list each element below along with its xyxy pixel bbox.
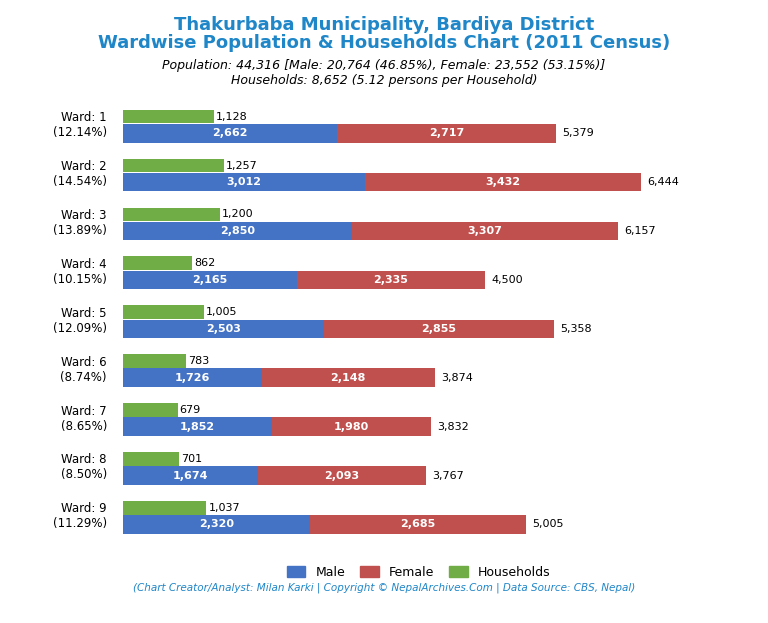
Text: 1,257: 1,257: [226, 161, 258, 171]
Text: 5,358: 5,358: [561, 324, 592, 334]
Text: 1,200: 1,200: [221, 209, 253, 219]
Bar: [123, 501, 207, 515]
Text: 2,717: 2,717: [429, 128, 464, 138]
Text: 2,503: 2,503: [207, 324, 241, 334]
Text: 3,307: 3,307: [468, 226, 502, 236]
Bar: [123, 270, 297, 289]
Text: Wardwise Population & Households Chart (2011 Census): Wardwise Population & Households Chart (…: [98, 34, 670, 52]
Text: 4,500: 4,500: [492, 275, 523, 285]
Bar: [123, 515, 310, 534]
Text: Ward: 5
(12.09%): Ward: 5 (12.09%): [53, 307, 107, 335]
Text: Ward: 8
(8.50%): Ward: 8 (8.50%): [61, 454, 107, 482]
Text: 701: 701: [181, 454, 203, 464]
Bar: [123, 173, 366, 191]
Text: 2,093: 2,093: [324, 470, 359, 480]
Bar: [123, 110, 214, 123]
Bar: [123, 222, 353, 240]
Text: Ward: 1
(12.14%): Ward: 1 (12.14%): [53, 111, 107, 139]
Text: 3,432: 3,432: [485, 177, 521, 187]
Bar: [123, 354, 186, 368]
Text: 2,320: 2,320: [199, 520, 233, 530]
Text: Households: 8,652 (5.12 persons per Household): Households: 8,652 (5.12 persons per Hous…: [230, 74, 538, 87]
Text: Ward: 3
(13.89%): Ward: 3 (13.89%): [53, 209, 107, 237]
Bar: [123, 257, 192, 270]
Bar: [123, 368, 262, 387]
Bar: [123, 320, 324, 338]
Text: Thakurbaba Municipality, Bardiya District: Thakurbaba Municipality, Bardiya Distric…: [174, 16, 594, 34]
Text: Ward: 7
(8.65%): Ward: 7 (8.65%): [61, 404, 107, 432]
Text: 2,685: 2,685: [400, 520, 435, 530]
Bar: [123, 207, 220, 221]
Text: 1,037: 1,037: [208, 503, 240, 513]
Bar: [123, 417, 272, 436]
Bar: [123, 403, 177, 417]
Text: 2,148: 2,148: [330, 373, 366, 383]
Bar: [272, 417, 431, 436]
Bar: [262, 368, 435, 387]
Text: 1,674: 1,674: [173, 470, 208, 480]
Text: 783: 783: [188, 356, 209, 366]
Text: 2,850: 2,850: [220, 226, 255, 236]
Text: 679: 679: [180, 405, 201, 415]
Text: Ward: 4
(10.15%): Ward: 4 (10.15%): [53, 258, 107, 286]
Text: Ward: 6
(8.74%): Ward: 6 (8.74%): [61, 356, 107, 384]
Text: 5,005: 5,005: [532, 520, 564, 530]
Text: 3,012: 3,012: [227, 177, 262, 187]
Bar: [123, 159, 224, 173]
Text: 3,874: 3,874: [441, 373, 473, 383]
Text: 2,855: 2,855: [422, 324, 457, 334]
Text: 862: 862: [194, 259, 216, 269]
Text: 2,165: 2,165: [193, 275, 228, 285]
Bar: [123, 124, 337, 143]
Bar: [366, 173, 641, 191]
Text: (Chart Creator/Analyst: Milan Karki | Copyright © NepalArchives.Com | Data Sourc: (Chart Creator/Analyst: Milan Karki | Co…: [133, 583, 635, 593]
Text: 1,128: 1,128: [216, 112, 247, 121]
Text: Ward: 9
(11.29%): Ward: 9 (11.29%): [53, 502, 107, 530]
Text: 3,767: 3,767: [432, 470, 464, 480]
Text: 3,832: 3,832: [438, 422, 469, 432]
Bar: [337, 124, 555, 143]
Text: 1,726: 1,726: [175, 373, 210, 383]
Text: 2,335: 2,335: [373, 275, 409, 285]
Bar: [353, 222, 618, 240]
Text: 6,444: 6,444: [647, 177, 680, 187]
Bar: [324, 320, 554, 338]
Bar: [310, 515, 525, 534]
Text: 5,379: 5,379: [562, 128, 594, 138]
Text: 1,980: 1,980: [334, 422, 369, 432]
Text: Ward: 2
(14.54%): Ward: 2 (14.54%): [53, 160, 107, 188]
Legend: Male, Female, Households: Male, Female, Households: [282, 561, 555, 584]
Bar: [123, 305, 204, 319]
Text: 1,005: 1,005: [206, 307, 237, 317]
Text: 1,852: 1,852: [180, 422, 215, 432]
Bar: [123, 452, 180, 466]
Bar: [123, 466, 257, 485]
Bar: [297, 270, 485, 289]
Text: 6,157: 6,157: [624, 226, 656, 236]
Bar: [257, 466, 426, 485]
Text: Population: 44,316 [Male: 20,764 (46.85%), Female: 23,552 (53.15%)]: Population: 44,316 [Male: 20,764 (46.85%…: [162, 59, 606, 72]
Text: 2,662: 2,662: [212, 128, 248, 138]
